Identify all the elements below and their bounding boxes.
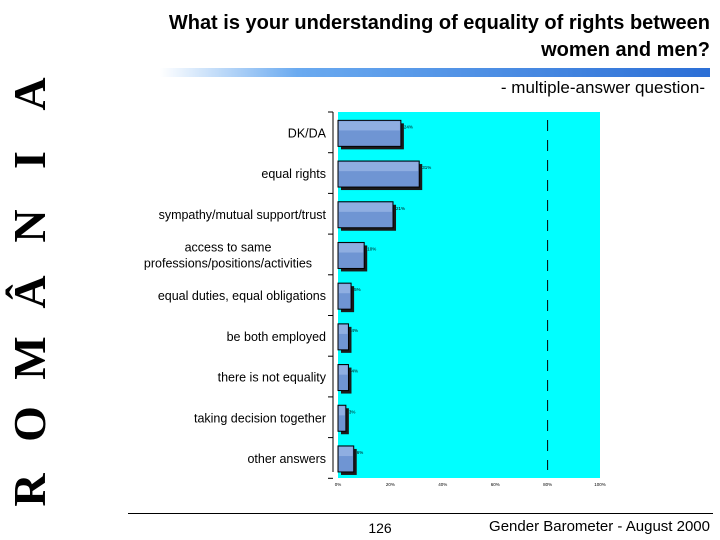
bar-highlight (339, 365, 348, 375)
category-label: equal rights (261, 167, 326, 181)
x-tick-label: 80% (543, 482, 552, 487)
bar-value-label: 6% (357, 450, 364, 455)
side-title-letter: R (4, 473, 55, 507)
title-rule (160, 68, 710, 77)
x-tick-label: 60% (491, 482, 500, 487)
side-title-letter: O (4, 406, 55, 442)
category-label: equal duties, equal obligations (158, 289, 326, 303)
bar-value-label: 21% (396, 206, 405, 211)
footer-source: Gender Barometer - August 2000 (489, 518, 710, 535)
page-title: What is your understanding of equality o… (110, 10, 710, 64)
side-title-letter: Â (4, 275, 55, 308)
bar-value-label: 24% (404, 124, 413, 129)
category-label: access to same (185, 240, 272, 254)
x-tick-label: 40% (438, 482, 447, 487)
side-title-letter: N (4, 209, 55, 242)
bar-highlight (339, 162, 419, 172)
category-label: other answers (247, 452, 326, 466)
category-label: sympathy/mutual support/trust (159, 208, 327, 222)
bar-highlight (339, 446, 353, 457)
x-tick-label: 100% (594, 482, 606, 487)
bar-highlight (339, 243, 364, 253)
bar-value-label: 3% (349, 409, 356, 414)
category-label: there is not equality (218, 371, 327, 385)
category-label: be both employed (227, 330, 326, 344)
category-label: DK/DA (288, 126, 327, 140)
side-title-letter: M (4, 336, 55, 379)
bar-value-label: 4% (351, 369, 358, 374)
bar (337, 404, 347, 432)
bar (337, 323, 349, 351)
bar-highlight (339, 324, 348, 334)
bar-value-label: 10% (367, 246, 376, 251)
page-number: 126 (368, 520, 392, 536)
bar-value-label: 5% (354, 287, 361, 292)
bar-value-label: 31% (422, 165, 431, 170)
bar-highlight (339, 121, 400, 131)
x-tick-label: 0% (335, 482, 342, 487)
page-title-line-2: women and men? (541, 39, 710, 61)
side-title-letter: I (4, 151, 55, 169)
bar-highlight (339, 406, 345, 416)
x-tick-label: 20% (386, 482, 395, 487)
bar-value-label: 4% (351, 328, 358, 333)
bar-highlight (339, 284, 351, 294)
footer-rule (128, 513, 713, 514)
page-subtitle: - multiple-answer question- (500, 78, 705, 97)
category-label: taking decision together (194, 411, 326, 425)
page-title-line-1: What is your understanding of equality o… (168, 12, 710, 34)
bar-highlight (339, 202, 393, 212)
bar (337, 364, 349, 392)
side-title-letter: A (4, 77, 55, 110)
category-label: professions/positions/activities (144, 256, 312, 270)
